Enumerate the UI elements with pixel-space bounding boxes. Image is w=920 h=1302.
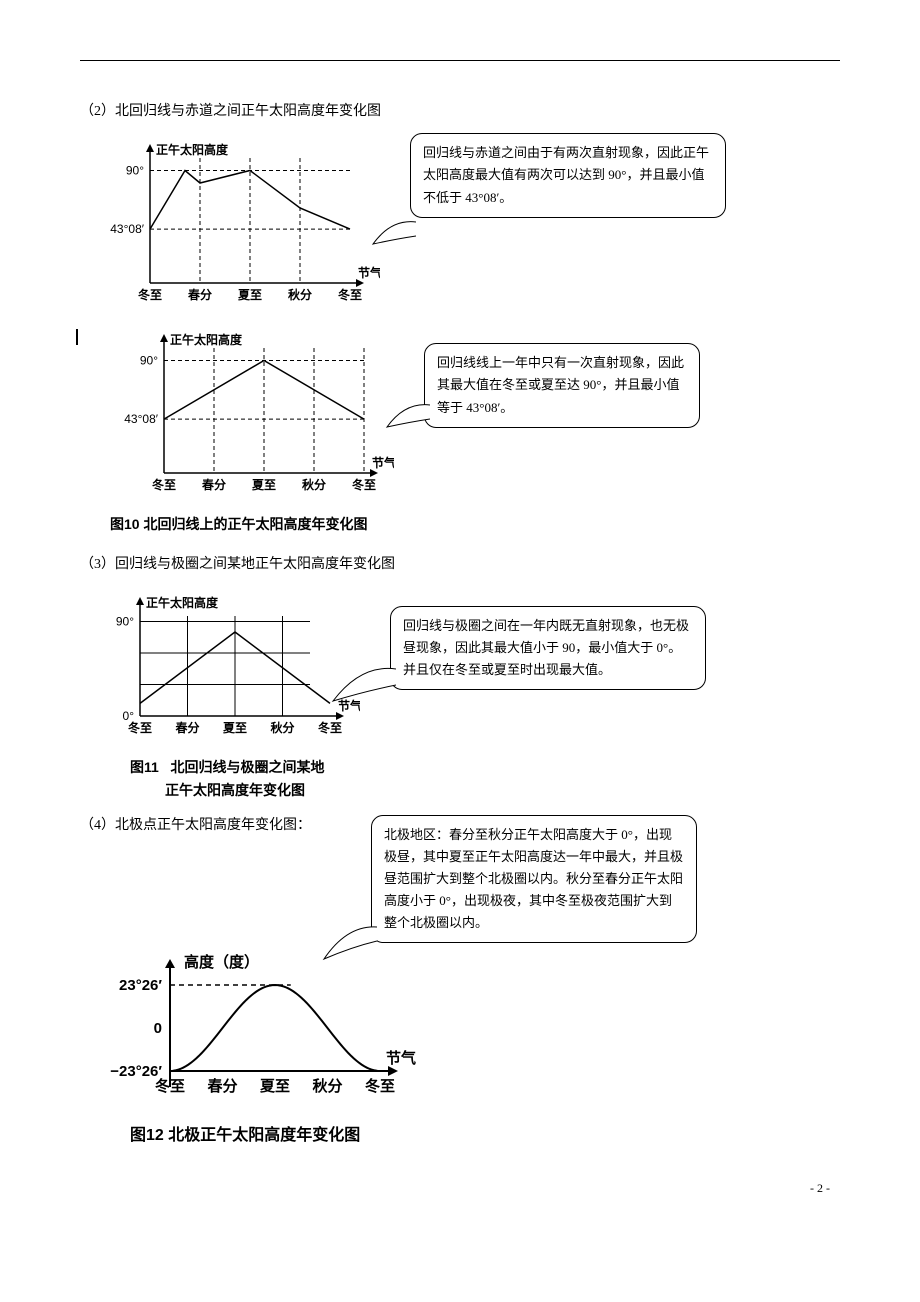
svg-text:夏至: 夏至 <box>223 721 247 735</box>
svg-text:春分: 春分 <box>201 477 226 492</box>
svg-text:0: 0 <box>154 1020 162 1037</box>
figure-10-caption: 图10 北回归线上的正午太阳高度年变化图 <box>110 513 840 535</box>
svg-text:春分: 春分 <box>187 287 212 302</box>
svg-text:90°: 90° <box>126 164 144 178</box>
svg-text:夏至: 夏至 <box>259 1078 290 1095</box>
svg-text:节气: 节气 <box>358 265 380 280</box>
top-rule <box>80 60 840 61</box>
svg-text:冬至: 冬至 <box>338 287 362 302</box>
chart-2: 正午太阳高度节气 90° 43°08′ 冬至 春分 夏至 秋分 冬至 <box>94 323 394 503</box>
figure-12-caption: 图12 北极正午太阳高度年变化图 <box>130 1123 840 1149</box>
section-2-title: （2）北回归线与赤道之间正午太阳高度年变化图 <box>80 101 840 123</box>
callout-2-pointer <box>385 397 430 437</box>
text-cursor-icon <box>76 329 78 345</box>
figure-row-3: 正午太阳高度节气90°0°冬至春分夏至秋分冬至 回归线与极圈之间在一年内既无直射… <box>80 586 840 746</box>
section-4-row: （4）北极点正午太阳高度年变化图： 北极地区：春分至秋分正午太阳高度大于 0°，… <box>80 815 840 943</box>
figure-11-caption: 图11 北回归线与极圈之间某地 正午太阳高度年变化图 <box>130 756 840 801</box>
callout-4-text: 北极地区：春分至秋分正午太阳高度大于 0°，出现极昼，其中夏至正午太阳高度达一年… <box>384 827 683 930</box>
svg-text:冬至: 冬至 <box>352 477 376 492</box>
svg-text:春分: 春分 <box>207 1077 237 1095</box>
figure-row-4: 高度（度）23°26′0−23°26′节气冬至春分夏至秋分冬至 <box>80 943 840 1113</box>
page-number: - 2 - <box>80 1179 840 1198</box>
svg-text:秋分: 秋分 <box>312 1077 342 1095</box>
svg-text:节气: 节气 <box>372 455 394 470</box>
svg-text:冬至: 冬至 <box>128 720 152 735</box>
svg-text:秋分: 秋分 <box>270 720 294 735</box>
callout-1: 回归线与赤道之间由于有两次直射现象，因此正午太阳高度最大值有两次可以达到 90°… <box>410 133 726 217</box>
svg-text:冬至: 冬至 <box>365 1077 395 1095</box>
section-4-title: （4）北极点正午太阳高度年变化图： <box>80 815 311 837</box>
svg-text:秋分: 秋分 <box>288 287 312 302</box>
figure-row-2: 正午太阳高度节气 90° 43°08′ 冬至 春分 夏至 秋分 冬至 回归线线上一年中只有一次… <box>80 323 840 503</box>
svg-text:43°08′: 43°08′ <box>124 412 158 426</box>
svg-text:夏至: 夏至 <box>252 478 276 492</box>
fig11-prefix: 图11 <box>130 759 159 775</box>
svg-text:冬至: 冬至 <box>318 720 342 735</box>
svg-text:春分: 春分 <box>174 720 199 735</box>
svg-text:冬至: 冬至 <box>155 1077 185 1095</box>
callout-4: 北极地区：春分至秋分正午太阳高度大于 0°，出现极昼，其中夏至正午太阳高度达一年… <box>371 815 697 943</box>
svg-text:正午太阳高度: 正午太阳高度 <box>170 332 243 347</box>
svg-text:正午太阳高度: 正午太阳高度 <box>146 595 219 610</box>
chart-3: 正午太阳高度节气90°0°冬至春分夏至秋分冬至 <box>80 586 360 746</box>
svg-text:夏至: 夏至 <box>238 288 262 302</box>
section-3-title: （3）回归线与极圈之间某地正午太阳高度年变化图 <box>80 554 840 576</box>
svg-text:90°: 90° <box>140 354 158 368</box>
svg-text:正午太阳高度: 正午太阳高度 <box>156 142 229 157</box>
svg-text:节气: 节气 <box>386 1049 416 1067</box>
svg-text:90°: 90° <box>116 615 134 629</box>
svg-text:高度（度）: 高度（度） <box>184 953 259 971</box>
svg-text:冬至: 冬至 <box>152 477 176 492</box>
svg-text:23°26′: 23°26′ <box>119 977 162 994</box>
chart-4: 高度（度）23°26′0−23°26′节气冬至春分夏至秋分冬至 <box>80 943 420 1113</box>
callout-3-text: 回归线与极圈之间在一年内既无直射现象，也无极昼现象，因此其最大值小于 90，最小… <box>403 618 689 677</box>
callout-2: 回归线线上一年中只有一次直射现象，因此其最大值在冬至或夏至达 90°，并且最小值… <box>424 343 700 427</box>
fig11-line2: 正午太阳高度年变化图 <box>165 782 305 798</box>
svg-text:秋分: 秋分 <box>302 477 326 492</box>
callout-2-text: 回归线线上一年中只有一次直射现象，因此其最大值在冬至或夏至达 90°，并且最小值… <box>437 355 684 414</box>
callout-3: 回归线与极圈之间在一年内既无直射现象，也无极昼现象，因此其最大值小于 90，最小… <box>390 606 706 690</box>
callout-1-pointer <box>371 214 416 254</box>
chart-1: 正午太阳高度节气 90° 43°08′ 冬至 春分 夏至 秋分 冬至 <box>80 133 380 313</box>
fig11-line1: 北回归线与极圈之间某地 <box>170 759 324 775</box>
callout-1-text: 回归线与赤道之间由于有两次直射现象，因此正午太阳高度最大值有两次可以达到 90°… <box>423 145 709 204</box>
figure-row-1: 正午太阳高度节气 90° 43°08′ 冬至 春分 夏至 秋分 冬至 回归线与赤道之间由于有两… <box>80 133 840 313</box>
svg-text:冬至: 冬至 <box>138 287 162 302</box>
callout-3-pointer <box>331 659 396 709</box>
svg-text:43°08′: 43°08′ <box>110 222 144 236</box>
